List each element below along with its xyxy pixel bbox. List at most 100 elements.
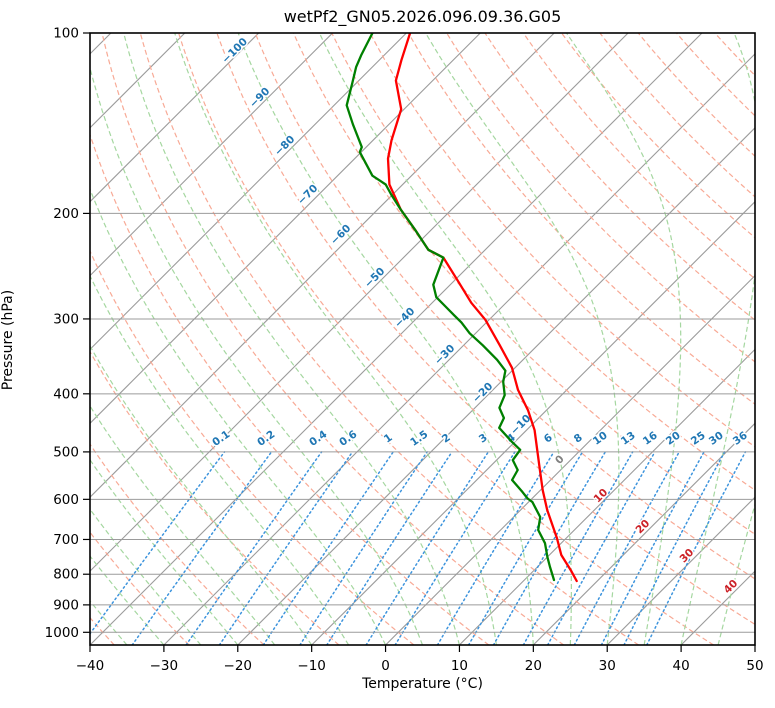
mixing-ratio-label: 8 <box>572 432 585 446</box>
isotherm-label: −40 <box>392 305 417 330</box>
y-tick-label: 200 <box>53 206 79 222</box>
mixing-ratio-line <box>218 451 354 645</box>
x-axis-label: Temperature (°C) <box>362 676 483 692</box>
dry-adiabat-line <box>446 33 755 363</box>
mixing-ratio-line <box>436 451 555 645</box>
moist-adiabat-line <box>123 33 460 645</box>
dry-adiabat-line <box>90 616 115 645</box>
isotherm-line <box>90 33 407 351</box>
moist-adiabat-line <box>90 65 424 645</box>
y-tick-label: 300 <box>53 311 79 327</box>
dry-adiabat-line <box>331 33 755 491</box>
mixing-ratio-line <box>546 451 656 645</box>
mixing-ratio-line <box>573 451 680 645</box>
x-tick-label: 40 <box>673 658 690 674</box>
mixing-ratio-label: 13 <box>619 429 638 447</box>
dry-adiabat-line <box>407 33 755 405</box>
moist-adiabat-line <box>174 33 497 645</box>
moist-adiabat-line <box>425 33 620 645</box>
isotherm-label: 10 <box>591 486 610 505</box>
isotherm-line <box>237 127 755 645</box>
moist-adiabat-line <box>90 555 165 645</box>
isotherm-label: −90 <box>247 85 272 110</box>
y-axis-label: Pressure (hPa) <box>0 289 16 391</box>
dry-adiabat-line <box>101 33 565 645</box>
mixing-ratio-line <box>326 451 453 645</box>
isotherm-line <box>90 33 112 55</box>
moist-adiabat-line <box>680 33 755 645</box>
y-tick-label: 1000 <box>45 625 79 641</box>
x-tick-label: −40 <box>76 658 105 674</box>
mixing-ratio-line <box>522 451 634 645</box>
isotherm-line <box>459 348 755 645</box>
isotherm-label: 0 <box>553 453 567 467</box>
y-tick-label: 800 <box>53 567 79 583</box>
moist-adiabat-line <box>237 33 534 645</box>
mixing-ratio-label: 16 <box>641 429 660 447</box>
mixing-ratio-label: 6 <box>542 432 555 446</box>
mixing-ratio-line <box>90 451 226 635</box>
moist-adiabat-line <box>90 344 313 645</box>
mixing-ratio-label: 1 <box>382 432 395 446</box>
mixing-ratio-line <box>623 451 726 645</box>
mixing-ratio-label: 1.5 <box>408 428 430 449</box>
mixing-ratio-line <box>365 451 490 645</box>
isotherm-label: 30 <box>677 546 696 565</box>
isotherm-label: −70 <box>295 182 320 207</box>
moist-adiabat-line <box>90 187 387 645</box>
isotherm-line <box>90 33 186 129</box>
moist-adiabat-line <box>90 274 350 645</box>
mixing-ratio-label: 30 <box>707 429 726 447</box>
y-tick-label: 500 <box>53 444 79 460</box>
isotherm-line <box>90 33 555 498</box>
x-tick-label: 10 <box>451 658 468 674</box>
moist-adiabat-line <box>566 33 682 645</box>
moist-adiabat-line <box>318 33 573 645</box>
mixing-ratio-line <box>131 451 273 645</box>
moist-adiabat-line <box>90 404 276 645</box>
x-tick-label: −10 <box>297 658 326 674</box>
mixing-ratio-line <box>492 451 607 645</box>
dewpoint-line <box>345 33 556 582</box>
x-tick-label: 20 <box>525 658 542 674</box>
mixing-ratio-label: 10 <box>591 429 610 447</box>
mixing-ratio-label: 20 <box>664 429 683 447</box>
dry-adiabat-line <box>369 33 755 448</box>
isotherm-line <box>90 33 481 425</box>
isotherm-line <box>680 570 755 645</box>
isotherm-label: 20 <box>633 517 652 536</box>
isotherm-line <box>385 274 755 645</box>
chart-title: wetPf2_GN05.2026.096.09.36.G05 <box>283 7 562 26</box>
moist-adiabat-line <box>754 642 755 645</box>
dry-adiabat-line <box>90 443 265 645</box>
plot-frame <box>89 32 756 646</box>
isotherm-line <box>90 33 260 203</box>
x-tick-label: −20 <box>224 658 253 674</box>
moist-adiabat-line <box>717 502 755 645</box>
isotherm-line <box>606 496 755 645</box>
mixing-ratio-line <box>394 451 516 645</box>
dry-adiabat-line <box>139 33 639 645</box>
y-tick-label: 100 <box>53 26 79 42</box>
mixing-ratio-line <box>646 451 747 645</box>
temperature-line <box>386 33 578 583</box>
dry-adiabat-line <box>90 249 415 645</box>
mixing-ratio-line <box>299 451 428 645</box>
mixing-ratio-line <box>600 451 705 645</box>
dry-adiabat-line <box>599 33 755 198</box>
moist-adiabat-line <box>90 458 239 645</box>
mixing-ratio-line <box>467 451 584 645</box>
isotherm-line <box>532 422 755 645</box>
dry-adiabat-line <box>216 33 755 626</box>
dry-adiabat-line <box>561 33 755 239</box>
dry-adiabat-line <box>90 350 340 645</box>
isotherm-line <box>754 644 755 645</box>
dry-adiabat-line <box>90 531 190 645</box>
y-tick-label: 900 <box>53 597 79 613</box>
x-tick-label: 0 <box>381 658 390 674</box>
moist-adiabat-line <box>90 508 202 645</box>
isotherm-label: −20 <box>470 380 495 405</box>
isotherm-line <box>90 33 333 277</box>
